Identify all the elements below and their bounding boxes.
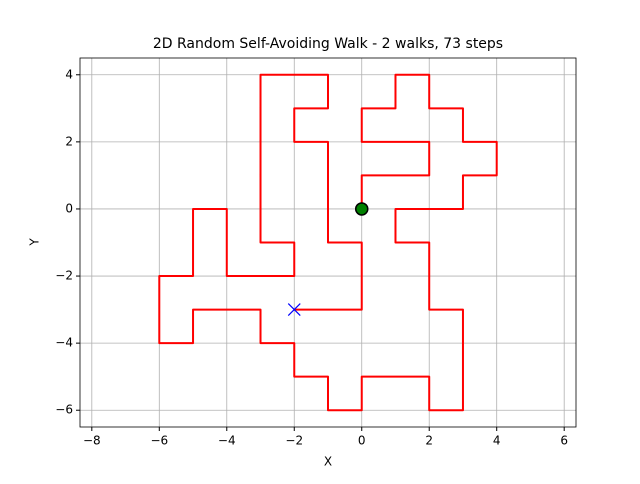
x-tick-label: −8 bbox=[83, 434, 101, 448]
y-tick-label: 2 bbox=[65, 134, 73, 148]
walk-line bbox=[158, 73, 498, 412]
y-tick-label: 0 bbox=[65, 201, 73, 215]
x-tick-label: 0 bbox=[358, 434, 366, 448]
x-tick-label: 4 bbox=[493, 434, 501, 448]
plot-frame bbox=[79, 57, 577, 428]
y-tick-label: −4 bbox=[55, 336, 73, 350]
x-axis-label: X bbox=[324, 455, 332, 469]
x-tick-label: 6 bbox=[560, 434, 568, 448]
y-tick-label: −2 bbox=[55, 269, 73, 283]
y-axis-label: Y bbox=[28, 238, 42, 247]
y-tick-label: 4 bbox=[65, 67, 73, 81]
start-marker bbox=[354, 202, 369, 216]
end-marker bbox=[287, 303, 301, 317]
chart-title: 2D Random Self-Avoiding Walk - 2 walks, … bbox=[153, 36, 503, 52]
x-tick-label: −4 bbox=[218, 434, 236, 448]
x-tick-label: −6 bbox=[150, 434, 168, 448]
x-tick-label: −2 bbox=[285, 434, 303, 448]
y-tick-label: −6 bbox=[55, 403, 73, 417]
x-tick-label: 2 bbox=[425, 434, 433, 448]
